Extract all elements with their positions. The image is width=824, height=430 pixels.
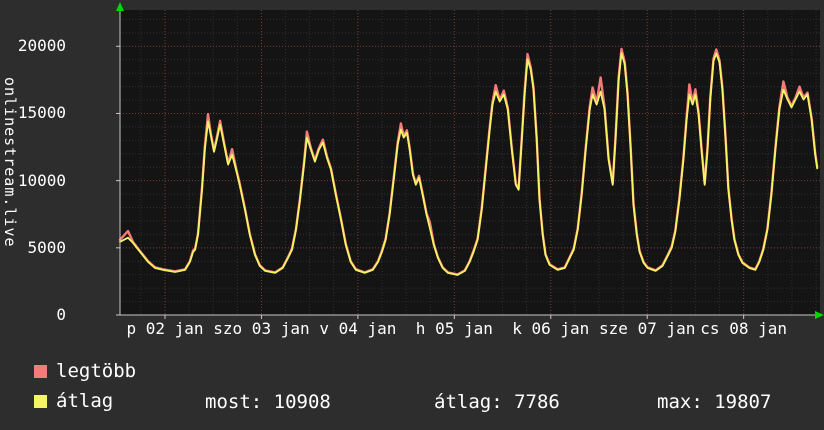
stat-max-label: max: (657, 391, 703, 413)
x-tick-label: cs 08 jan (700, 319, 787, 338)
y-tick-label: 10000 (17, 170, 66, 190)
legend-item-legtobb: legtöbb (34, 360, 136, 382)
y-tick-label: 0 (56, 305, 66, 324)
x-tick-label: p 02 jan (126, 319, 204, 338)
x-tick-label: sze 07 jan (599, 319, 696, 338)
stat-most: most: 10908 (205, 391, 331, 413)
legend-item-atlag: átlag (34, 390, 113, 412)
stat-atlag: átlag: 7786 (434, 391, 560, 413)
y-tick-label: 5000 (27, 237, 66, 257)
legend-label: átlag (56, 390, 114, 412)
stat-atlag-value: 7786 (514, 391, 560, 413)
legend-color-swatch (34, 394, 47, 408)
y-tick-label: 20000 (17, 36, 66, 56)
x-axis-arrow-icon (815, 311, 824, 319)
x-tick-label: h 05 jan (415, 319, 493, 338)
x-tick-label: szo 03 jan (213, 319, 310, 338)
stat-max-value: 19807 (714, 391, 772, 413)
y-axis-arrow-icon (116, 2, 124, 11)
x-tick-label: v 04 jan (319, 319, 397, 338)
stat-most-value: 10908 (273, 391, 331, 413)
legend-color-swatch (34, 364, 47, 378)
stat-most-label: most: (205, 391, 263, 413)
stat-max: max: 19807 (657, 391, 771, 413)
y-axis-title: onlinestream.live (1, 76, 19, 248)
y-tick-label: 15000 (17, 103, 66, 123)
legend-label: legtöbb (56, 360, 137, 382)
x-tick-label: k 06 jan (512, 319, 590, 338)
stat-atlag-label: átlag: (434, 391, 503, 413)
